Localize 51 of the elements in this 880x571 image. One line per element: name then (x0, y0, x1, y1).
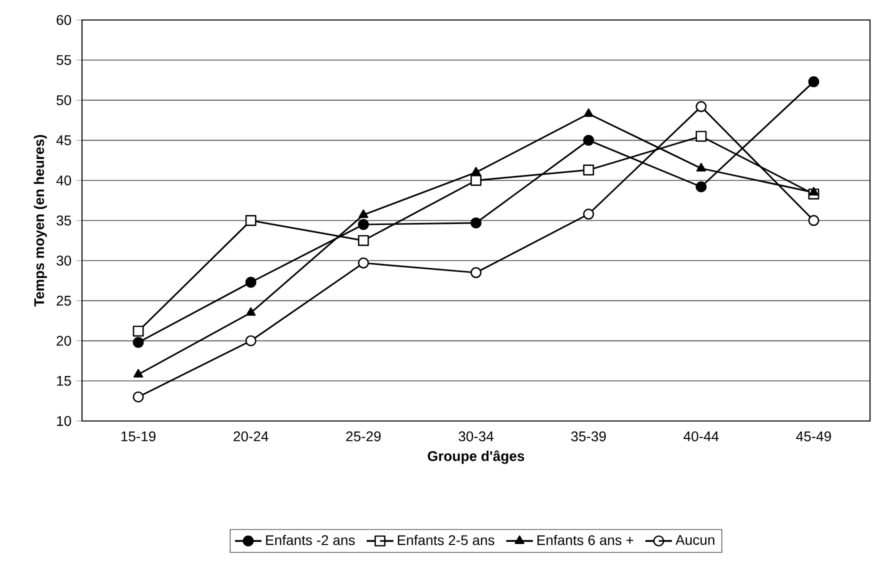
x-tick-label: 25-29 (346, 431, 381, 442)
point (696, 181, 707, 192)
y-axis-title: Temps moyen (en heures) (34, 135, 47, 307)
point (583, 208, 594, 220)
point (245, 215, 256, 226)
point (471, 166, 481, 176)
point (696, 162, 706, 172)
y-tick-label: 30 (56, 256, 72, 266)
legend-label: Enfants 2-5 ans (398, 534, 494, 546)
point (470, 267, 482, 278)
point (470, 217, 482, 228)
point (358, 209, 368, 218)
point (584, 108, 594, 117)
point (358, 219, 369, 230)
y-tick-label: 15 (57, 376, 72, 386)
point (132, 326, 144, 337)
point (583, 164, 594, 176)
point (245, 276, 256, 288)
point (358, 258, 369, 268)
x-tick-label: 45-49 (796, 431, 831, 442)
y-tick-label: 20 (56, 336, 72, 346)
point (696, 130, 707, 142)
y-tick-label: 40 (56, 175, 72, 186)
point (808, 76, 820, 88)
y-tick-label: 55 (56, 55, 72, 65)
y-tick-label: 10 (57, 416, 72, 426)
x-tick-label: 30-34 (458, 431, 494, 442)
point (132, 391, 144, 402)
x-axis-title: Groupe d'âges (428, 450, 524, 464)
y-tick-label: 60 (56, 15, 72, 25)
y-tick-label: 25 (56, 296, 72, 306)
y-tick-label: 35 (56, 216, 72, 226)
point (132, 336, 144, 348)
y-tick-label: 50 (56, 95, 72, 106)
legend-label: Enfants -2 ans (266, 534, 355, 546)
point (470, 174, 482, 186)
legend-label: Aucun (675, 535, 714, 545)
point (808, 186, 819, 196)
point (133, 369, 144, 378)
x-tick-label: 15-19 (121, 431, 156, 442)
legend-label: Enfants 6 ans + (537, 534, 634, 546)
point (245, 335, 256, 346)
point (246, 307, 256, 316)
point (808, 215, 820, 226)
point (583, 134, 594, 146)
y-tick-label: 45 (56, 135, 72, 146)
point (696, 101, 707, 112)
x-tick-label: 35-39 (571, 431, 606, 442)
x-tick-label: 20-24 (234, 431, 268, 442)
x-tick-label: 40-44 (684, 431, 719, 442)
point (358, 235, 369, 246)
